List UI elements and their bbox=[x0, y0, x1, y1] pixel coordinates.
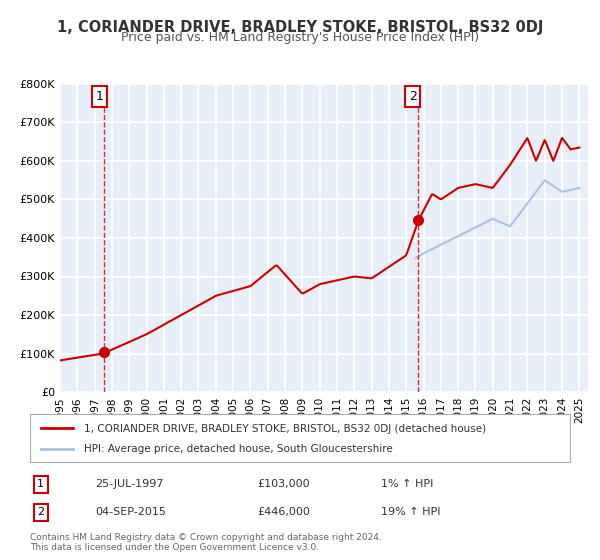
Text: 1% ↑ HPI: 1% ↑ HPI bbox=[381, 479, 433, 489]
Text: HPI: Average price, detached house, South Gloucestershire: HPI: Average price, detached house, Sout… bbox=[84, 444, 393, 454]
Text: 1: 1 bbox=[95, 90, 103, 103]
Text: 1: 1 bbox=[37, 479, 44, 489]
Text: Price paid vs. HM Land Registry's House Price Index (HPI): Price paid vs. HM Land Registry's House … bbox=[121, 31, 479, 44]
Text: This data is licensed under the Open Government Licence v3.0.: This data is licensed under the Open Gov… bbox=[30, 543, 319, 552]
Text: 04-SEP-2015: 04-SEP-2015 bbox=[95, 507, 166, 517]
Text: £446,000: £446,000 bbox=[257, 507, 310, 517]
Text: 25-JUL-1997: 25-JUL-1997 bbox=[95, 479, 163, 489]
Text: Contains HM Land Registry data © Crown copyright and database right 2024.: Contains HM Land Registry data © Crown c… bbox=[30, 533, 382, 542]
Text: £103,000: £103,000 bbox=[257, 479, 310, 489]
Text: 1, CORIANDER DRIVE, BRADLEY STOKE, BRISTOL, BS32 0DJ: 1, CORIANDER DRIVE, BRADLEY STOKE, BRIST… bbox=[57, 20, 543, 35]
Text: 19% ↑ HPI: 19% ↑ HPI bbox=[381, 507, 440, 517]
Text: 2: 2 bbox=[409, 90, 417, 103]
Text: 1, CORIANDER DRIVE, BRADLEY STOKE, BRISTOL, BS32 0DJ (detached house): 1, CORIANDER DRIVE, BRADLEY STOKE, BRIST… bbox=[84, 424, 486, 433]
Text: 2: 2 bbox=[37, 507, 44, 517]
